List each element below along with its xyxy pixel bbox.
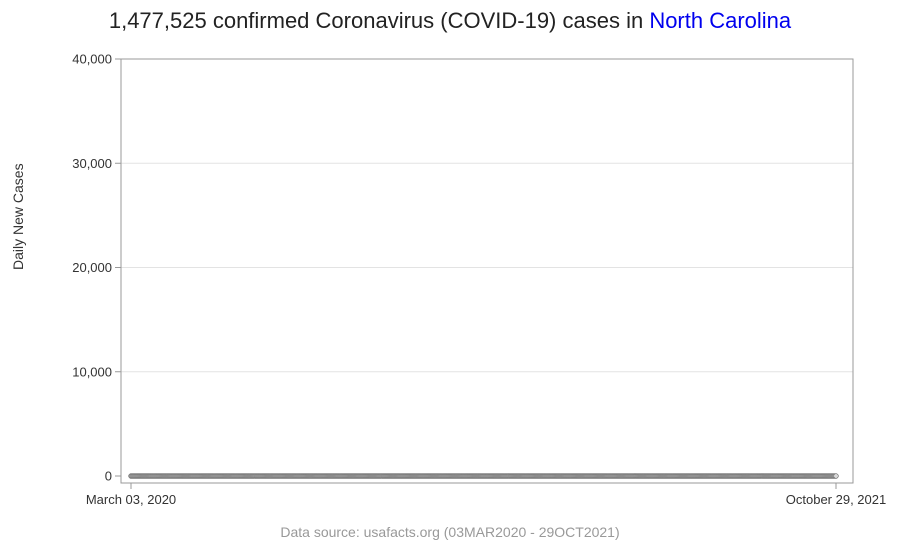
- plot-frame: [120, 58, 854, 484]
- y-tick-label: 0: [105, 469, 112, 484]
- state-name-link[interactable]: North Carolina: [649, 8, 792, 33]
- x-tick-label: March 03, 2020: [86, 492, 176, 507]
- data-source-note: Data source: usafacts.org (03MAR2020 - 2…: [280, 524, 620, 540]
- y-axis-ticks: 0 10,000 20,000 30,000 40,000: [72, 52, 121, 484]
- gridlines: [121, 162, 853, 373]
- data-point: [833, 473, 839, 479]
- y-tick-label: 10,000: [72, 364, 112, 379]
- y-tick-label: 40,000: [72, 52, 112, 67]
- y-tick-label: 20,000: [72, 260, 112, 275]
- x-axis-ticks: March 03, 2020 October 29, 2021: [86, 483, 886, 507]
- y-tick-label: 30,000: [72, 156, 112, 171]
- markers: [128, 473, 839, 479]
- chart-title: 1,477,525 confirmed Coronavirus (COVID-1…: [0, 8, 900, 34]
- x-tick-label: October 29, 2021: [786, 492, 886, 507]
- title-prefix: 1,477,525 confirmed Coronavirus (COVID-1…: [108, 8, 650, 33]
